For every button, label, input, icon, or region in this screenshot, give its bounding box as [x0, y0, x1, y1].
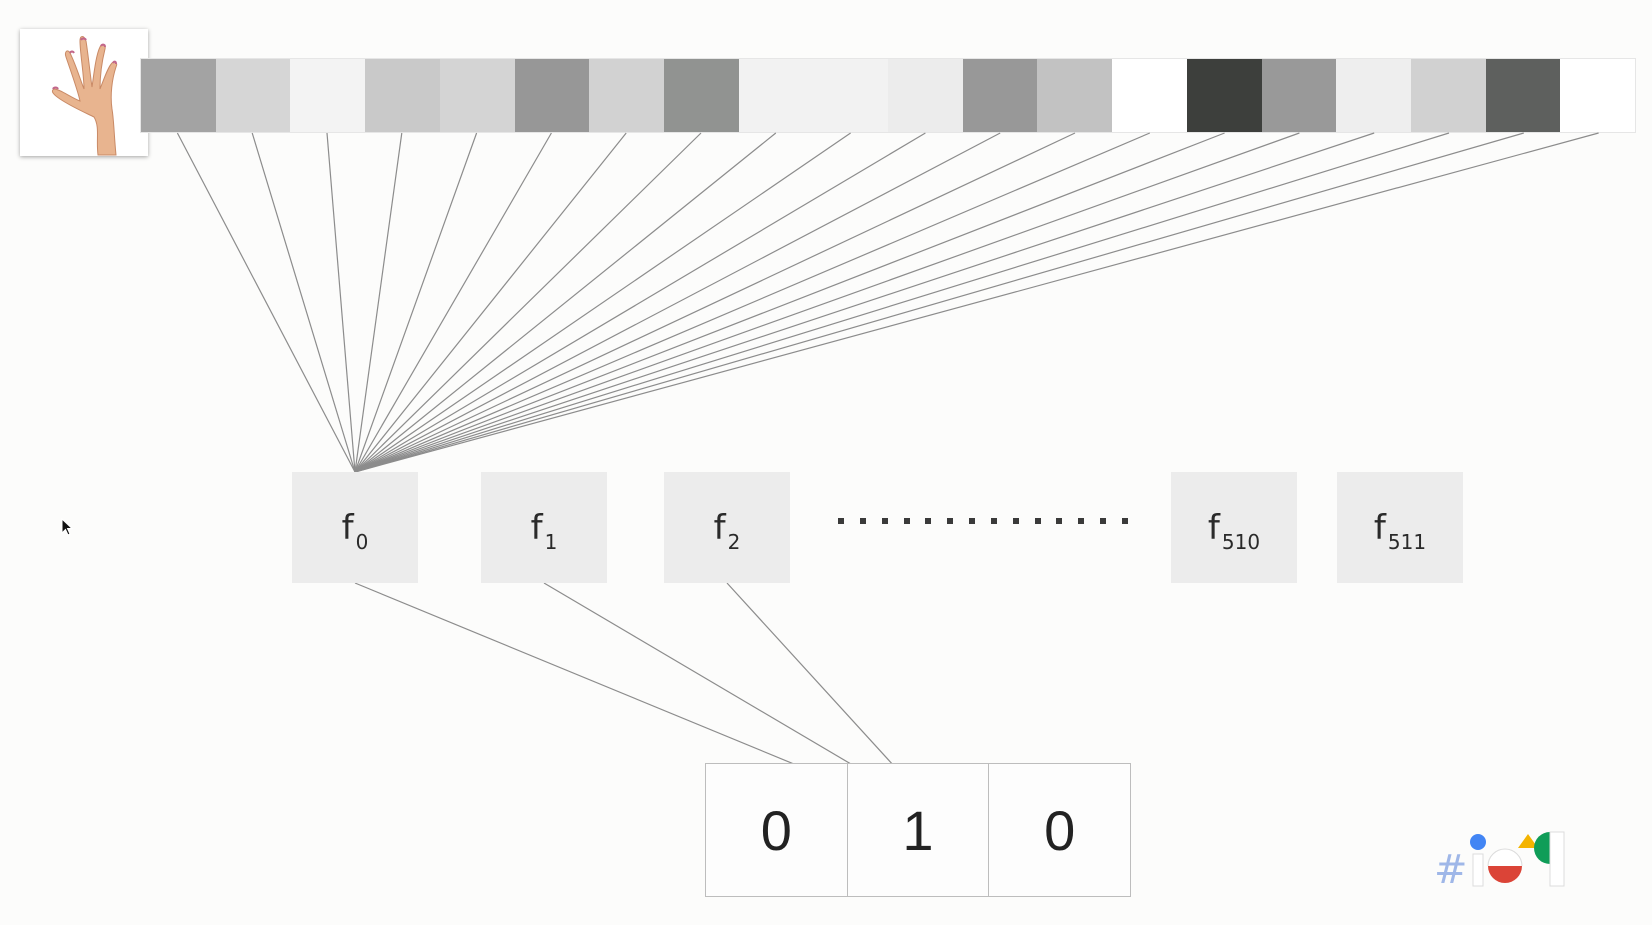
pixel-cell	[290, 59, 366, 132]
feature-label: f	[713, 507, 726, 548]
pixel-cell	[1336, 59, 1411, 132]
pixel-cell	[589, 59, 664, 132]
output-cell-1: 1	[847, 764, 990, 896]
mouse-pointer-icon	[61, 518, 74, 536]
pixel-cell	[1186, 59, 1262, 132]
pixel-cell	[663, 59, 739, 132]
pixel-to-feature-line	[326, 132, 356, 473]
pixel-to-feature-line	[354, 132, 777, 473]
feature-to-output-line	[726, 582, 906, 779]
pixel-cell	[365, 59, 440, 132]
feature-label: f	[530, 507, 543, 548]
pixel-to-feature-line	[354, 132, 1599, 473]
pixel-cell	[1560, 59, 1636, 132]
feature-subscript: 2	[727, 529, 741, 554]
pixel-cell	[813, 59, 889, 132]
pixel-to-feature-line	[354, 132, 1524, 473]
pixel-to-feature-line	[354, 132, 403, 473]
pixel-to-feature-line	[354, 132, 1001, 473]
pixel-cell	[1485, 59, 1561, 132]
feature-subscript: 1	[544, 529, 558, 554]
pixel-to-feature-line	[176, 132, 356, 473]
pixel-to-feature-line	[354, 132, 1151, 473]
output-vector: 0 1 0	[705, 763, 1131, 897]
pixel-to-feature-line	[354, 132, 702, 473]
feature-label: f	[1207, 507, 1220, 548]
output-cell-2: 0	[989, 764, 1131, 896]
pixel-to-feature-line	[354, 132, 1300, 473]
pixel-cell	[514, 59, 590, 132]
pixel-cell	[1261, 59, 1337, 132]
google-io-logo-icon: #	[1434, 831, 1565, 890]
feature-to-output-line	[543, 582, 896, 791]
feature-subscript: 0	[355, 529, 369, 554]
pixel-cell	[888, 59, 963, 132]
feature-node-f511: f 511	[1337, 472, 1463, 583]
pixel-cell	[1037, 59, 1113, 132]
feature-label: f	[1373, 507, 1386, 548]
feature-subscript: 510	[1221, 529, 1261, 554]
feature-label: f	[341, 507, 354, 548]
pixel-to-feature-line	[354, 132, 1225, 473]
pixel-cell	[1410, 59, 1486, 132]
hand-thumbnail	[20, 29, 148, 156]
logo-hash: #	[1434, 847, 1468, 890]
pixel-cell	[962, 59, 1038, 132]
ellipsis-dots	[838, 518, 1128, 528]
pixel-cell	[215, 59, 291, 132]
pixel-to-feature-line	[354, 132, 1076, 473]
pixel-cell	[1112, 59, 1187, 132]
pixel-to-feature-line	[354, 132, 926, 473]
hand-icon	[20, 29, 148, 156]
pixel-to-feature-line	[354, 132, 1450, 473]
pixel-cell	[141, 59, 216, 132]
pixel-to-feature-line	[251, 132, 356, 473]
pixel-cell	[738, 59, 814, 132]
pixel-strip	[140, 58, 1636, 133]
feature-subscript: 511	[1387, 529, 1427, 554]
output-cell-0: 0	[706, 764, 848, 896]
pixel-to-feature-line	[354, 132, 627, 473]
pixel-to-feature-line	[354, 132, 851, 473]
pixel-to-feature-line	[354, 132, 478, 473]
pixel-cell	[439, 59, 515, 132]
pixel-to-feature-line	[354, 132, 552, 473]
feature-node-f510: f 510	[1171, 472, 1297, 583]
pixel-to-feature-line	[354, 132, 1375, 473]
